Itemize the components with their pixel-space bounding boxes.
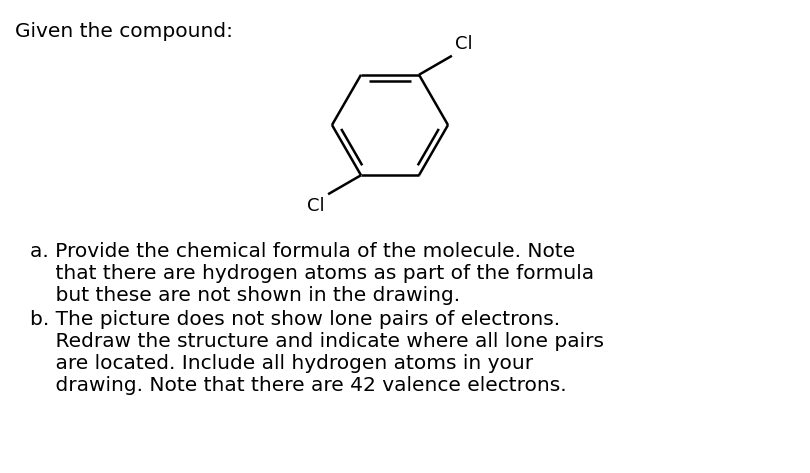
Text: b. The picture does not show lone pairs of electrons.: b. The picture does not show lone pairs … [30, 310, 561, 329]
Text: that there are hydrogen atoms as part of the formula: that there are hydrogen atoms as part of… [30, 264, 594, 283]
Text: drawing. Note that there are 42 valence electrons.: drawing. Note that there are 42 valence … [30, 376, 567, 395]
Text: but these are not shown in the drawing.: but these are not shown in the drawing. [30, 286, 460, 305]
Text: a. Provide the chemical formula of the molecule. Note: a. Provide the chemical formula of the m… [30, 242, 575, 261]
Text: are located. Include all hydrogen atoms in your: are located. Include all hydrogen atoms … [30, 354, 533, 373]
Text: Cl: Cl [455, 35, 472, 53]
Text: Given the compound:: Given the compound: [15, 22, 233, 41]
Text: Redraw the structure and indicate where all lone pairs: Redraw the structure and indicate where … [30, 332, 604, 351]
Text: Cl: Cl [308, 197, 325, 215]
